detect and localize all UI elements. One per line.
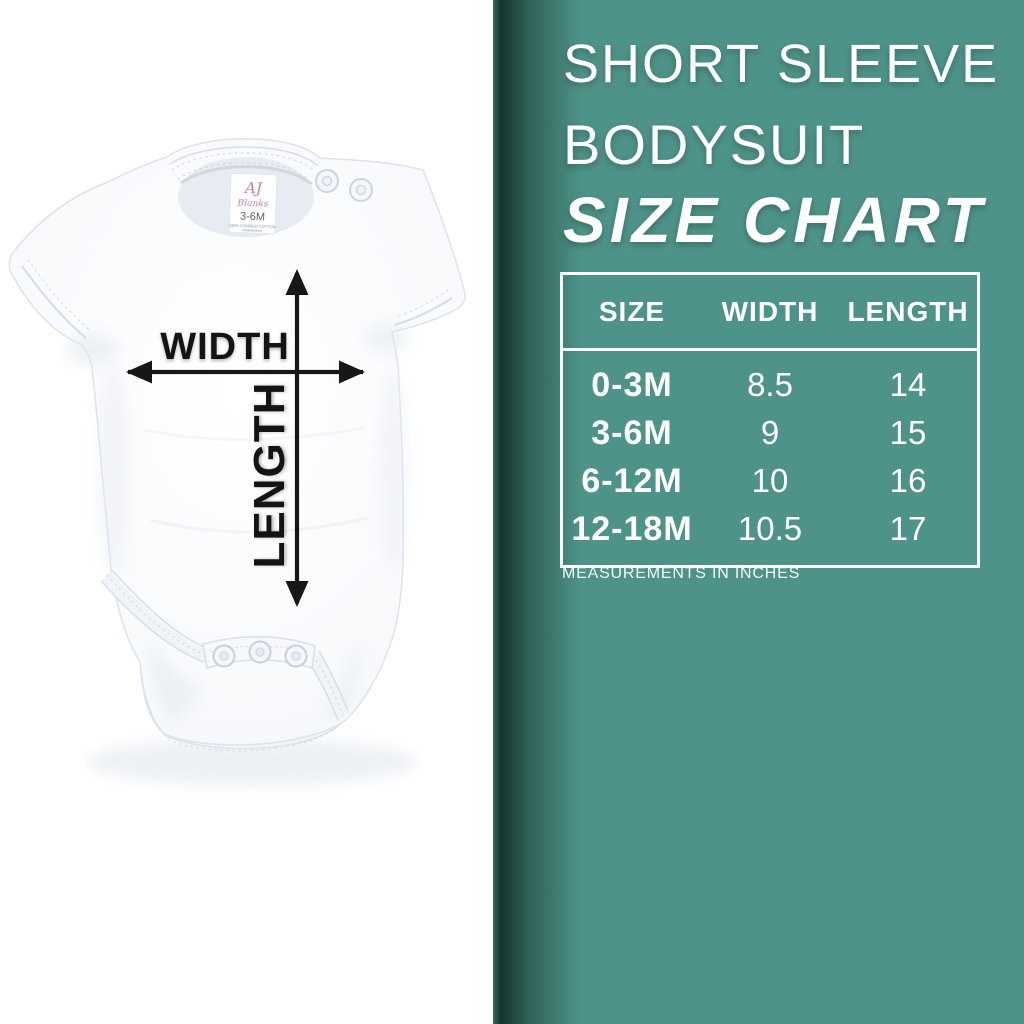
label-brand-bottom: Blanks bbox=[236, 198, 268, 209]
garment-drop-shadow bbox=[87, 738, 417, 786]
size-cell: 0-3M bbox=[591, 365, 673, 404]
leg-bindings bbox=[100, 569, 349, 721]
column-header-width: WIDTH bbox=[721, 295, 819, 327]
units-note: MEASUREMENTS IN INCHES bbox=[562, 565, 801, 582]
table-row: 3-6M 9 15 bbox=[563, 409, 977, 457]
right-sleeve-cuff bbox=[393, 297, 453, 326]
size-cell: 6-12M bbox=[581, 461, 683, 500]
width-cell: 10 bbox=[751, 462, 789, 499]
width-cell: 10.5 bbox=[737, 510, 803, 547]
length-cell: 14 bbox=[889, 366, 927, 403]
length-cell: 15 bbox=[889, 414, 927, 451]
length-cell: 17 bbox=[889, 510, 927, 547]
title-line-2: BODYSUIT bbox=[563, 113, 866, 176]
panel-fold-shadow bbox=[493, 0, 583, 1024]
size-cell: 3-6M bbox=[591, 413, 673, 452]
length-cell: 16 bbox=[889, 462, 927, 499]
label-brand-top: AJ bbox=[243, 179, 263, 198]
size-chart-panel: SHORT SLEEVE BODYSUIT SIZE CHART SIZE WI… bbox=[493, 0, 1024, 1024]
collar-ribbing bbox=[169, 146, 319, 167]
table-row: 0-3M 8.5 14 bbox=[563, 361, 977, 409]
table-row: 6-12M 10 16 bbox=[563, 457, 977, 505]
title-line-3: SIZE CHART bbox=[563, 184, 986, 256]
width-annotation: WIDTH bbox=[160, 326, 290, 368]
bodysuit-illustration: AJ Blanks 3-6M 100% COMBED COTTON bbox=[8, 138, 466, 786]
column-header-size: SIZE bbox=[598, 295, 666, 327]
size-chart-table: SIZE WIDTH LENGTH 0-3M 8.5 14 3-6M 9 15 … bbox=[560, 272, 980, 568]
product-photo-panel: AJ Blanks 3-6M 100% COMBED COTTON bbox=[0, 0, 493, 1024]
width-cell: 8.5 bbox=[747, 366, 793, 403]
label-care: 100% COMBED COTTON bbox=[229, 223, 276, 230]
table-header-row: SIZE WIDTH LENGTH bbox=[563, 275, 977, 351]
table-row: 12-18M 10.5 17 bbox=[563, 505, 977, 553]
crotch-snap-band bbox=[202, 635, 316, 669]
width-cell: 9 bbox=[760, 414, 780, 451]
left-sleeve-cuff bbox=[21, 265, 87, 339]
title-line-1: SHORT SLEEVE bbox=[563, 34, 1000, 94]
neck-label: AJ Blanks 3-6M 100% COMBED COTTON bbox=[228, 172, 278, 235]
column-header-length: LENGTH bbox=[847, 295, 969, 327]
label-size: 3-6M bbox=[240, 211, 265, 224]
table-body: 0-3M 8.5 14 3-6M 9 15 6-12M 10 16 12-18M… bbox=[563, 351, 977, 565]
size-cell: 12-18M bbox=[571, 509, 693, 548]
shoulder-snaps bbox=[315, 169, 373, 202]
length-annotation: LENGTH bbox=[245, 381, 294, 569]
